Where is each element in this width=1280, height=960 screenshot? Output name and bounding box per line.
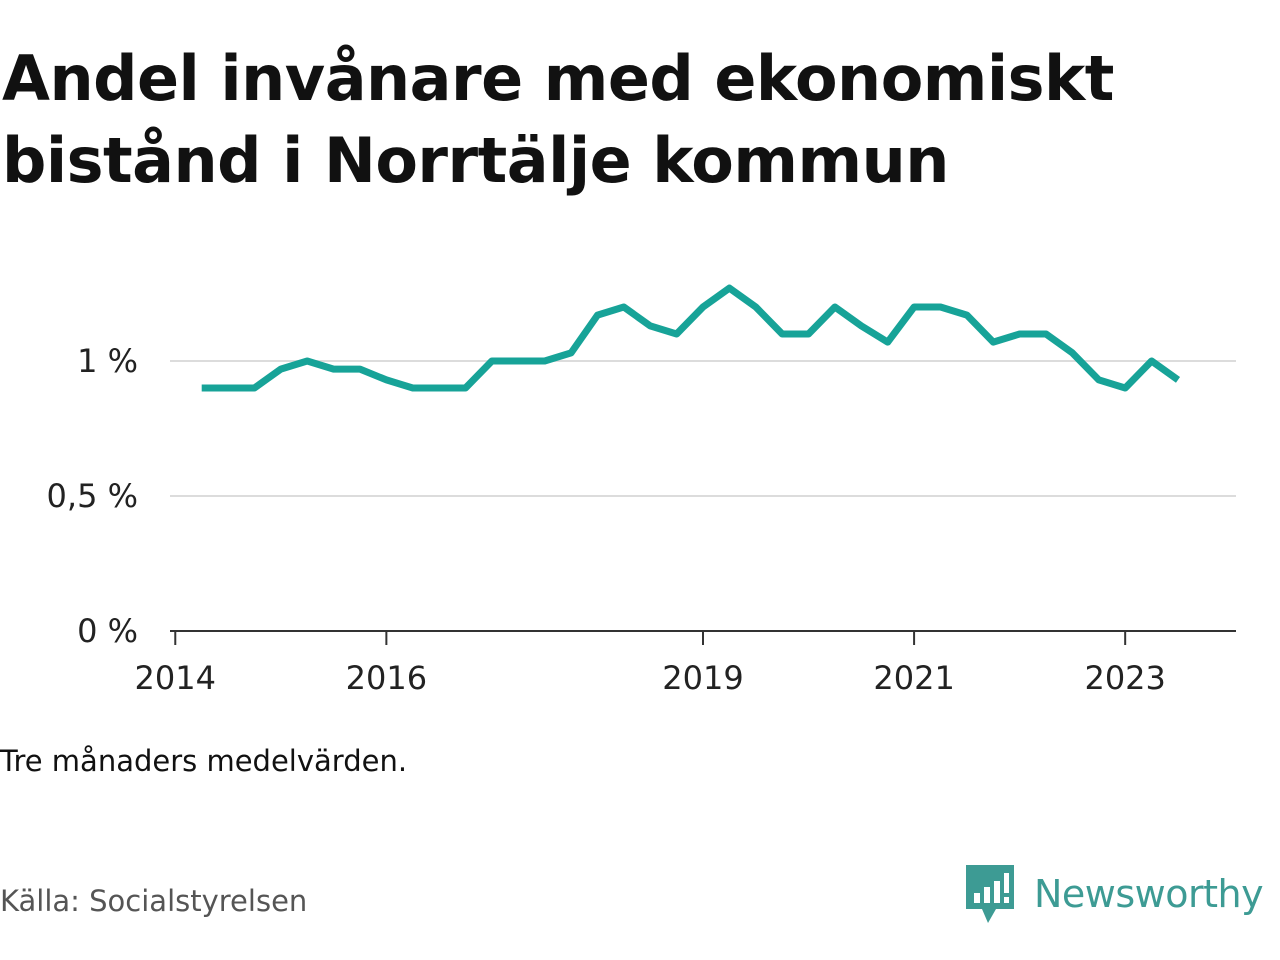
chart-note: Tre månaders medelvärden.	[0, 744, 408, 778]
grid-lines	[170, 360, 1236, 497]
brand: Newsworthy	[964, 862, 1264, 926]
x-tick-label: 2023	[1084, 659, 1165, 697]
x-tick-label: 2019	[662, 659, 743, 697]
line-chart: 0 % 0,5 % 1 % 2014 2016 2019 2021 2023	[47, 284, 1236, 697]
x-axis: 2014 2016 2019 2021 2023	[135, 630, 1236, 697]
chart-title: Andel invånare med ekonomiskt bistånd i …	[2, 42, 1114, 197]
y-axis-ticks: 0 % 0,5 % 1 %	[47, 342, 138, 650]
y-tick-label: 0,5 %	[47, 477, 138, 515]
series-line	[201, 284, 1181, 392]
brand-name: Newsworthy	[1034, 872, 1264, 916]
x-tick-label: 2016	[346, 659, 427, 697]
y-tick-label: 1 %	[77, 342, 138, 380]
x-tick-label: 2021	[873, 659, 954, 697]
y-tick-label: 0 %	[77, 612, 138, 650]
newsworthy-logo-icon	[966, 865, 1014, 923]
source-label: Källa: Socialstyrelsen	[0, 884, 308, 918]
x-tick-label: 2014	[135, 659, 216, 697]
series-group	[201, 284, 1181, 392]
